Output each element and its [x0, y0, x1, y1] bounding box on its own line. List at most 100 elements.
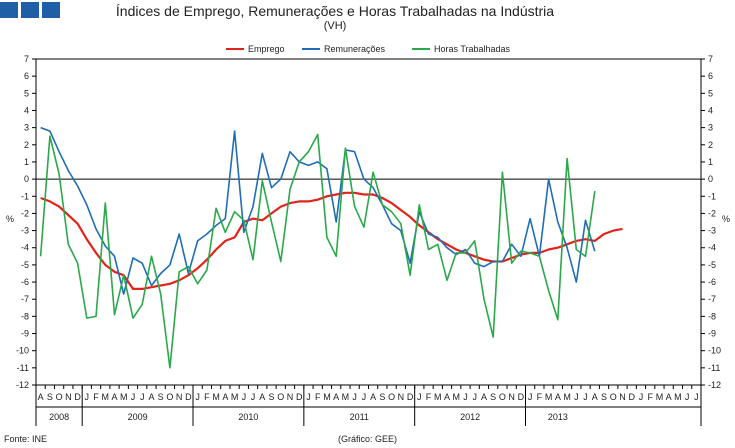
month-label: N — [65, 392, 72, 402]
month-label: M — [452, 392, 460, 402]
y-tick-label-left: 6 — [24, 71, 29, 81]
month-label: D — [74, 392, 81, 402]
month-label: N — [176, 392, 183, 402]
y-tick-label-left: 5 — [24, 88, 29, 98]
month-label: O — [610, 392, 617, 402]
month-label: J — [140, 392, 145, 402]
month-label: F — [426, 392, 432, 402]
legend-label-remuneracoes: Remunerações — [324, 44, 386, 54]
month-label: F — [204, 392, 210, 402]
month-label: M — [120, 392, 128, 402]
y-tick-label-right: -1 — [708, 191, 716, 201]
y-axis-label-left: % — [6, 214, 14, 224]
month-label: O — [166, 392, 173, 402]
month-label: A — [555, 392, 561, 402]
logo-block — [0, 2, 18, 18]
month-label: J — [362, 392, 367, 402]
month-label: J — [195, 392, 200, 402]
y-tick-label-left: -2 — [21, 208, 29, 218]
y-tick-label-left: -5 — [21, 260, 29, 270]
month-label: A — [666, 392, 672, 402]
month-label: M — [102, 392, 110, 402]
y-tick-label-right: -5 — [708, 260, 716, 270]
y-tick-label-right: -8 — [708, 311, 716, 321]
chart-credit: (Gráfico: GEE) — [338, 434, 398, 444]
month-label: A — [222, 392, 228, 402]
month-label: A — [481, 392, 487, 402]
y-tick-label-right: -2 — [708, 208, 716, 218]
month-label: M — [323, 392, 331, 402]
month-label: N — [398, 392, 405, 402]
y-tick-label-left: 4 — [24, 105, 29, 115]
y-tick-label-left: 0 — [24, 174, 29, 184]
y-tick-label-right: 1 — [708, 157, 713, 167]
plot-frame — [35, 58, 702, 386]
month-label: J — [417, 392, 422, 402]
month-label: J — [85, 392, 90, 402]
month-label: N — [287, 392, 294, 402]
chart-title: Índices de Emprego, Remunerações e Horas… — [115, 3, 555, 19]
month-label: J — [352, 392, 357, 402]
y-tick-label-left: 3 — [24, 123, 29, 133]
y-tick-label-right: 0 — [708, 174, 713, 184]
month-label: J — [472, 392, 477, 402]
y-tick-label-right: 2 — [708, 140, 713, 150]
brand-logo — [0, 2, 60, 18]
y-tick-label-left: -1 — [21, 191, 29, 201]
chart-subtitle: (VH) — [323, 20, 347, 32]
month-label: A — [370, 392, 376, 402]
y-tick-label-left: -9 — [21, 329, 29, 339]
month-label: J — [131, 392, 136, 402]
y-tick-label-right: -9 — [708, 329, 716, 339]
y-tick-label-left: 7 — [24, 54, 29, 64]
month-label: A — [592, 392, 598, 402]
y-tick-label-right: -3 — [708, 226, 716, 236]
month-label: S — [158, 392, 164, 402]
y-tick-label-left: -11 — [17, 363, 29, 373]
y-tick-label-right: -7 — [708, 294, 716, 304]
y-tick-label-left: 1 — [24, 157, 29, 167]
y-tick-label-left: -8 — [21, 311, 29, 321]
month-label: D — [518, 392, 525, 402]
month-label: J — [528, 392, 533, 402]
y-tick-label-right: -12 — [708, 380, 721, 390]
legend-label-horas-trabalhadas: Horas Trabalhadas — [434, 44, 511, 54]
month-label: F — [93, 392, 99, 402]
month-label: S — [490, 392, 496, 402]
month-label: J — [306, 392, 311, 402]
month-label: D — [185, 392, 192, 402]
year-label: 2011 — [350, 412, 369, 422]
month-label: M — [563, 392, 571, 402]
legend-label-emprego: Emprego — [248, 44, 285, 54]
y-tick-label-left: -4 — [21, 243, 29, 253]
year-label: 2008 — [49, 412, 69, 422]
month-label: M — [674, 392, 682, 402]
month-label: A — [333, 392, 339, 402]
y-tick-label-left: -6 — [21, 277, 29, 287]
month-label: S — [269, 392, 275, 402]
month-label: M — [212, 392, 220, 402]
year-label: 2010 — [238, 412, 258, 422]
month-label: J — [639, 392, 644, 402]
y-tick-label-left: -7 — [21, 294, 29, 304]
month-label: J — [583, 392, 588, 402]
month-label: N — [508, 392, 515, 402]
year-label: 2012 — [460, 412, 480, 422]
month-label: J — [694, 392, 699, 402]
month-label: A — [148, 392, 154, 402]
y-tick-label-left: -12 — [16, 380, 29, 390]
month-label: A — [38, 392, 44, 402]
y-tick-label-right: -11 — [708, 363, 720, 373]
month-label: A — [444, 392, 450, 402]
y-tick-label-left: 2 — [24, 140, 29, 150]
month-label: S — [601, 392, 607, 402]
month-label: J — [463, 392, 468, 402]
month-label: F — [537, 392, 543, 402]
logo-block — [21, 2, 39, 18]
month-label: D — [296, 392, 303, 402]
source-note: Fonte: INE — [4, 434, 48, 444]
y-tick-label-right: -10 — [708, 346, 721, 356]
series-line-remuneracoes — [40, 126, 596, 295]
y-tick-label-right: 7 — [708, 54, 713, 64]
